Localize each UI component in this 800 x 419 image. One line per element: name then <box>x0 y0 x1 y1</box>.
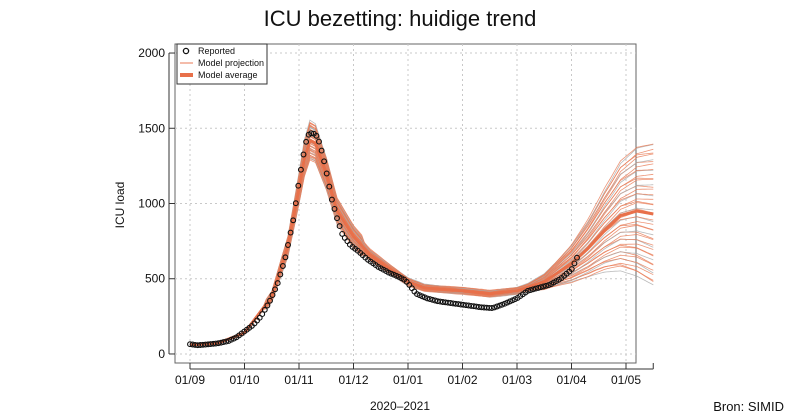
axes: 01/09 01/10 01/11 01/12 01/01 01/02 01/03 01/04… <box>138 46 654 387</box>
reported-point <box>290 217 297 224</box>
model-average-layer <box>189 138 654 347</box>
reported-point <box>326 183 333 190</box>
reported-point <box>331 205 338 212</box>
y-tick-label: 1500 <box>138 121 165 135</box>
x-axis-label: 2020–2021 <box>369 399 431 413</box>
reported-point <box>429 296 436 303</box>
legend-label-average: Model average <box>198 70 258 80</box>
reported-point <box>220 339 227 346</box>
y-tick-label: 1000 <box>138 197 165 211</box>
x-tick-label: 01/02 <box>447 373 477 387</box>
reported-point <box>274 280 281 287</box>
reported-point <box>530 286 537 293</box>
reported-point <box>259 311 266 318</box>
model-projection-line <box>189 122 654 346</box>
chart-title: ICU bezetting: huidige trend <box>263 6 537 31</box>
x-tick-label: 01/10 <box>229 373 259 387</box>
reported-point <box>527 287 534 294</box>
reported-point <box>494 303 500 310</box>
reported-point <box>339 230 346 237</box>
legend-marker-reported <box>182 47 190 55</box>
legend-label-projection: Model projection <box>198 58 264 68</box>
reported-point <box>292 200 299 207</box>
model-projection-line <box>189 119 654 345</box>
reported-point <box>308 130 315 137</box>
y-tick-label: 500 <box>145 272 165 286</box>
reported-point <box>287 229 294 236</box>
reported-point <box>328 196 335 203</box>
reported-point <box>316 138 322 145</box>
reported-point <box>279 263 286 269</box>
reported-point <box>323 170 330 177</box>
model-average-line <box>189 138 654 347</box>
reported-point <box>282 254 289 261</box>
reported-point <box>295 182 302 189</box>
x-tick-label: 01/05 <box>611 373 641 387</box>
reported-point <box>568 266 575 273</box>
reported-point <box>321 158 328 165</box>
reported-point <box>277 271 284 278</box>
reported-point <box>297 166 304 173</box>
reported-point <box>537 284 544 291</box>
legend-box <box>176 43 268 85</box>
reported-point <box>334 215 340 222</box>
y-tick-label: 0 <box>158 347 165 361</box>
legend-label-reported: Reported <box>198 46 235 56</box>
reported-point <box>300 151 307 158</box>
grid-layer <box>175 44 636 363</box>
reported-point <box>424 295 431 302</box>
y-axis-label: ICU load <box>113 182 127 229</box>
x-tick-label: 01/04 <box>556 373 586 387</box>
reported-point <box>535 284 542 291</box>
model-projection-line <box>189 152 654 346</box>
reported-point <box>267 297 273 304</box>
reported-point <box>261 306 268 313</box>
x-tick-label: 01/09 <box>175 373 205 387</box>
reported-point <box>313 132 320 139</box>
reported-point <box>543 282 549 289</box>
reported-point <box>285 242 291 248</box>
reported-point <box>491 304 498 311</box>
reported-point <box>571 260 578 267</box>
reported-point <box>303 138 310 145</box>
reported-point <box>524 287 531 294</box>
reported-point <box>488 305 495 311</box>
model-projection-line <box>189 152 654 346</box>
reported-point <box>318 147 325 154</box>
source-note: Bron: SIMID <box>713 399 784 414</box>
reported-point <box>272 286 279 293</box>
reported-point <box>532 285 539 292</box>
reported-point <box>223 338 230 345</box>
reported-point <box>574 254 580 261</box>
x-tick-label: 01/11 <box>284 373 313 387</box>
reported-point <box>540 283 547 290</box>
reported-point <box>269 292 276 298</box>
reported-point <box>336 223 343 230</box>
model-projection-line <box>189 151 654 346</box>
y-tick-label: 2000 <box>138 46 165 60</box>
reported-point <box>388 270 395 277</box>
x-tick-label: 01/01 <box>393 373 423 387</box>
legend: Reported Model projection Model average <box>176 43 268 85</box>
reported-point <box>426 296 433 303</box>
x-tick-label: 01/12 <box>338 373 368 387</box>
x-tick-label: 01/03 <box>502 373 532 387</box>
reported-point <box>264 302 271 309</box>
reported-point <box>499 301 506 308</box>
reported-points <box>187 130 580 349</box>
